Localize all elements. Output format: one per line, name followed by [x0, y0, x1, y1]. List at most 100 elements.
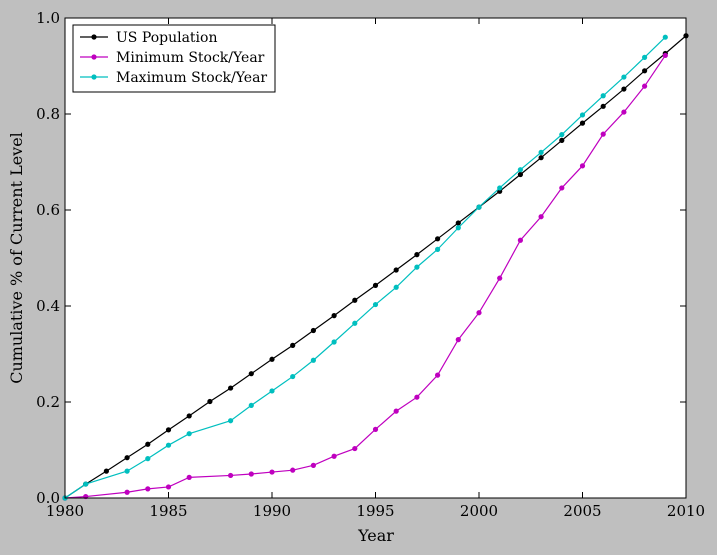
series-point-2 — [517, 167, 524, 173]
series-point-0 — [290, 342, 296, 348]
series-point-2 — [559, 132, 565, 138]
series-point-1 — [662, 52, 668, 59]
series-line-2 — [64, 36, 666, 499]
series-point-0 — [186, 413, 192, 419]
series-point-1 — [559, 185, 565, 191]
series-point-2 — [83, 481, 89, 487]
series-point-1 — [435, 372, 441, 378]
series-point-1 — [228, 472, 234, 479]
x-tick-label: 1990 — [253, 502, 291, 520]
series-point-0 — [538, 155, 544, 161]
legend-box — [72, 24, 276, 93]
y-tick-label: 0.4 — [36, 297, 60, 315]
legend-swatch-marker — [91, 74, 97, 80]
series-point-1 — [579, 163, 586, 169]
series-point-2 — [145, 456, 151, 462]
legend-label: Maximum Stock/Year — [116, 70, 267, 86]
series-point-2 — [579, 112, 586, 118]
series-point-0 — [435, 236, 441, 242]
series-point-1 — [310, 462, 316, 468]
series-point-1 — [352, 445, 358, 452]
series-point-0 — [331, 313, 337, 319]
legend-swatch-marker — [91, 54, 97, 60]
series-point-2 — [331, 339, 337, 345]
series-point-0 — [393, 267, 399, 273]
series-point-2 — [455, 225, 461, 231]
series-point-1 — [165, 484, 172, 490]
legend: US Population Minimum Stock/Year Maximum S… — [72, 24, 276, 93]
legend-label: Minimum Stock/Year — [116, 50, 265, 66]
series-point-2 — [352, 320, 358, 326]
legend-swatch-marker — [91, 34, 97, 40]
x-tick-label: 1985 — [149, 502, 187, 520]
series-point-0 — [455, 220, 461, 226]
x-tick-label: 2010 — [667, 502, 705, 520]
series-point-2 — [124, 468, 130, 474]
series-point-1 — [538, 214, 544, 220]
series-point-0 — [248, 371, 254, 377]
series-point-2 — [248, 402, 254, 408]
series-point-0 — [269, 356, 275, 362]
series-point-1 — [621, 109, 627, 115]
series-point-1 — [290, 467, 296, 473]
series-point-0 — [103, 468, 109, 474]
series-point-1 — [248, 471, 254, 477]
y-tick-label: 0.0 — [36, 489, 60, 507]
series-point-2 — [662, 34, 668, 40]
series-point-2 — [228, 418, 234, 424]
y-axis: 0.0 0.2 0.4 0.6 0.8 1.0 — [36, 9, 686, 507]
series-point-2 — [165, 442, 172, 448]
series-point-0 — [145, 441, 151, 447]
series-point-1 — [372, 426, 379, 432]
series-point-1 — [600, 131, 606, 137]
series-point-2 — [290, 373, 296, 380]
x-tick-label: 2005 — [563, 502, 601, 520]
series-point-2 — [310, 357, 316, 363]
series-point-0 — [207, 398, 213, 405]
series-point-2 — [414, 264, 420, 270]
series-point-0 — [559, 137, 565, 143]
legend-label: US Population — [116, 30, 217, 46]
x-tick-label: 2000 — [460, 502, 498, 520]
series-point-2 — [642, 54, 648, 60]
series-point-1 — [269, 469, 275, 475]
series-point-2 — [600, 93, 606, 99]
series-point-1 — [124, 489, 130, 495]
series-point-0 — [517, 171, 524, 178]
series-point-0 — [310, 327, 316, 334]
series-point-0 — [124, 455, 130, 461]
series-point-2 — [372, 301, 379, 308]
series-point-1 — [414, 394, 420, 400]
series-point-2 — [476, 204, 482, 210]
series-point-2 — [621, 74, 627, 80]
y-tick-label: 0.2 — [36, 393, 60, 411]
series-point-2 — [538, 149, 544, 155]
series-point-1 — [455, 337, 461, 343]
series-point-1 — [497, 275, 503, 281]
series-point-1 — [517, 237, 524, 243]
series-point-0 — [165, 427, 172, 433]
series-point-2 — [393, 284, 399, 290]
series-point-0 — [372, 282, 379, 288]
x-axis: 1980 1985 1990 1995 2000 2005 2010 — [46, 18, 705, 520]
series-point-0 — [600, 103, 606, 109]
series-layer — [62, 33, 689, 501]
series-point-0 — [621, 86, 627, 92]
y-tick-label: 0.6 — [36, 201, 60, 219]
x-axis-label: Year — [357, 526, 394, 545]
y-tick-label: 1.0 — [36, 9, 60, 27]
series-point-0 — [228, 385, 234, 391]
series-point-1 — [642, 83, 648, 89]
plot-area — [65, 18, 686, 498]
series-point-2 — [497, 185, 503, 191]
series-point-0 — [579, 120, 586, 126]
series-point-0 — [414, 252, 420, 258]
x-tick-label: 1995 — [356, 502, 394, 520]
series-point-2 — [186, 431, 192, 437]
series-line-1 — [64, 55, 666, 499]
series-point-1 — [393, 408, 399, 414]
series-point-1 — [476, 310, 482, 316]
y-tick-label: 0.8 — [36, 105, 60, 123]
series-point-1 — [145, 486, 151, 492]
